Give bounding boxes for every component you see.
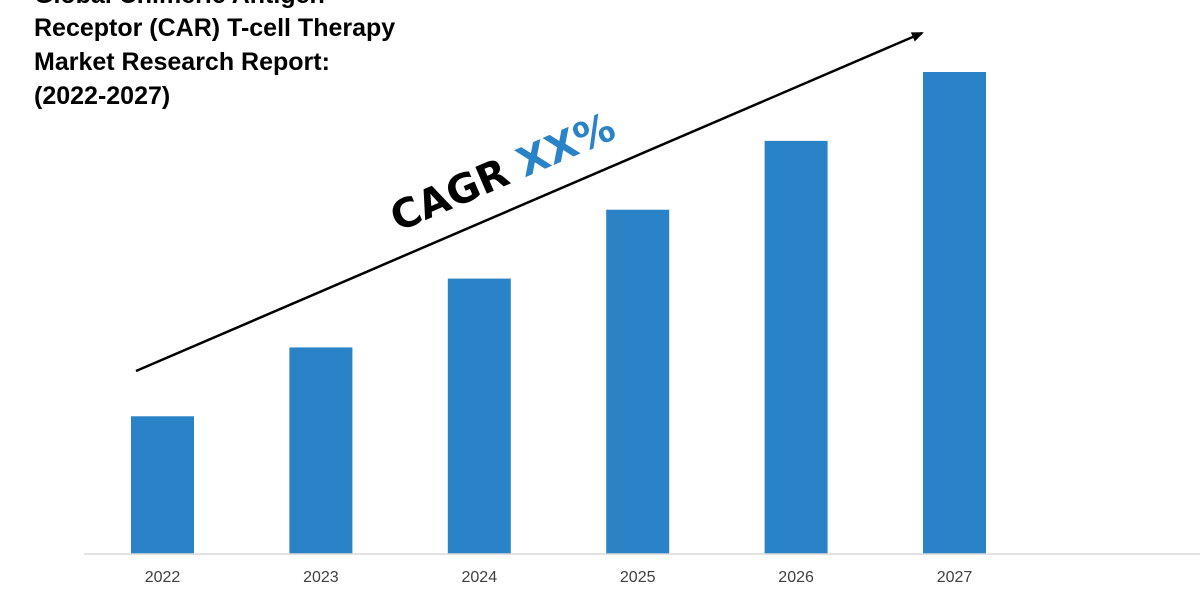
x-tick-label-2027: 2027 (937, 569, 973, 586)
bar-2022 (131, 416, 194, 554)
growth-trend-arrow (135, 31, 924, 373)
x-tick-label-2026: 2026 (778, 569, 814, 586)
cagr-annotation: CAGR XX% (384, 104, 622, 241)
bar-series (131, 72, 986, 554)
x-tick-label-2025: 2025 (620, 569, 656, 586)
x-axis-tick-labels: 2022 2023 2024 2025 2026 2027 (145, 569, 973, 586)
chart-title-line-1: Global Chimeric Antigen (34, 0, 325, 9)
bar-2027 (923, 72, 986, 554)
chart-title-line-3: Market Research Report: (34, 48, 330, 76)
x-tick-label-2023: 2023 (303, 569, 339, 586)
bar-2023 (289, 347, 353, 554)
bar-2024 (447, 278, 511, 554)
chart-title-line-4: (2022-2027) (34, 82, 170, 110)
cagr-value: XX% (510, 104, 622, 187)
cagr-prefix: CAGR (384, 144, 529, 241)
x-tick-label-2022: 2022 (145, 569, 181, 586)
bar-2026 (764, 140, 828, 554)
chart-title-line-2: Receptor (CAR) T-cell Therapy (34, 14, 395, 42)
chart-title: Global Chimeric Antigen Receptor (CAR) T… (34, 0, 395, 110)
bar-2025 (606, 209, 670, 554)
x-tick-label-2024: 2024 (462, 569, 498, 586)
